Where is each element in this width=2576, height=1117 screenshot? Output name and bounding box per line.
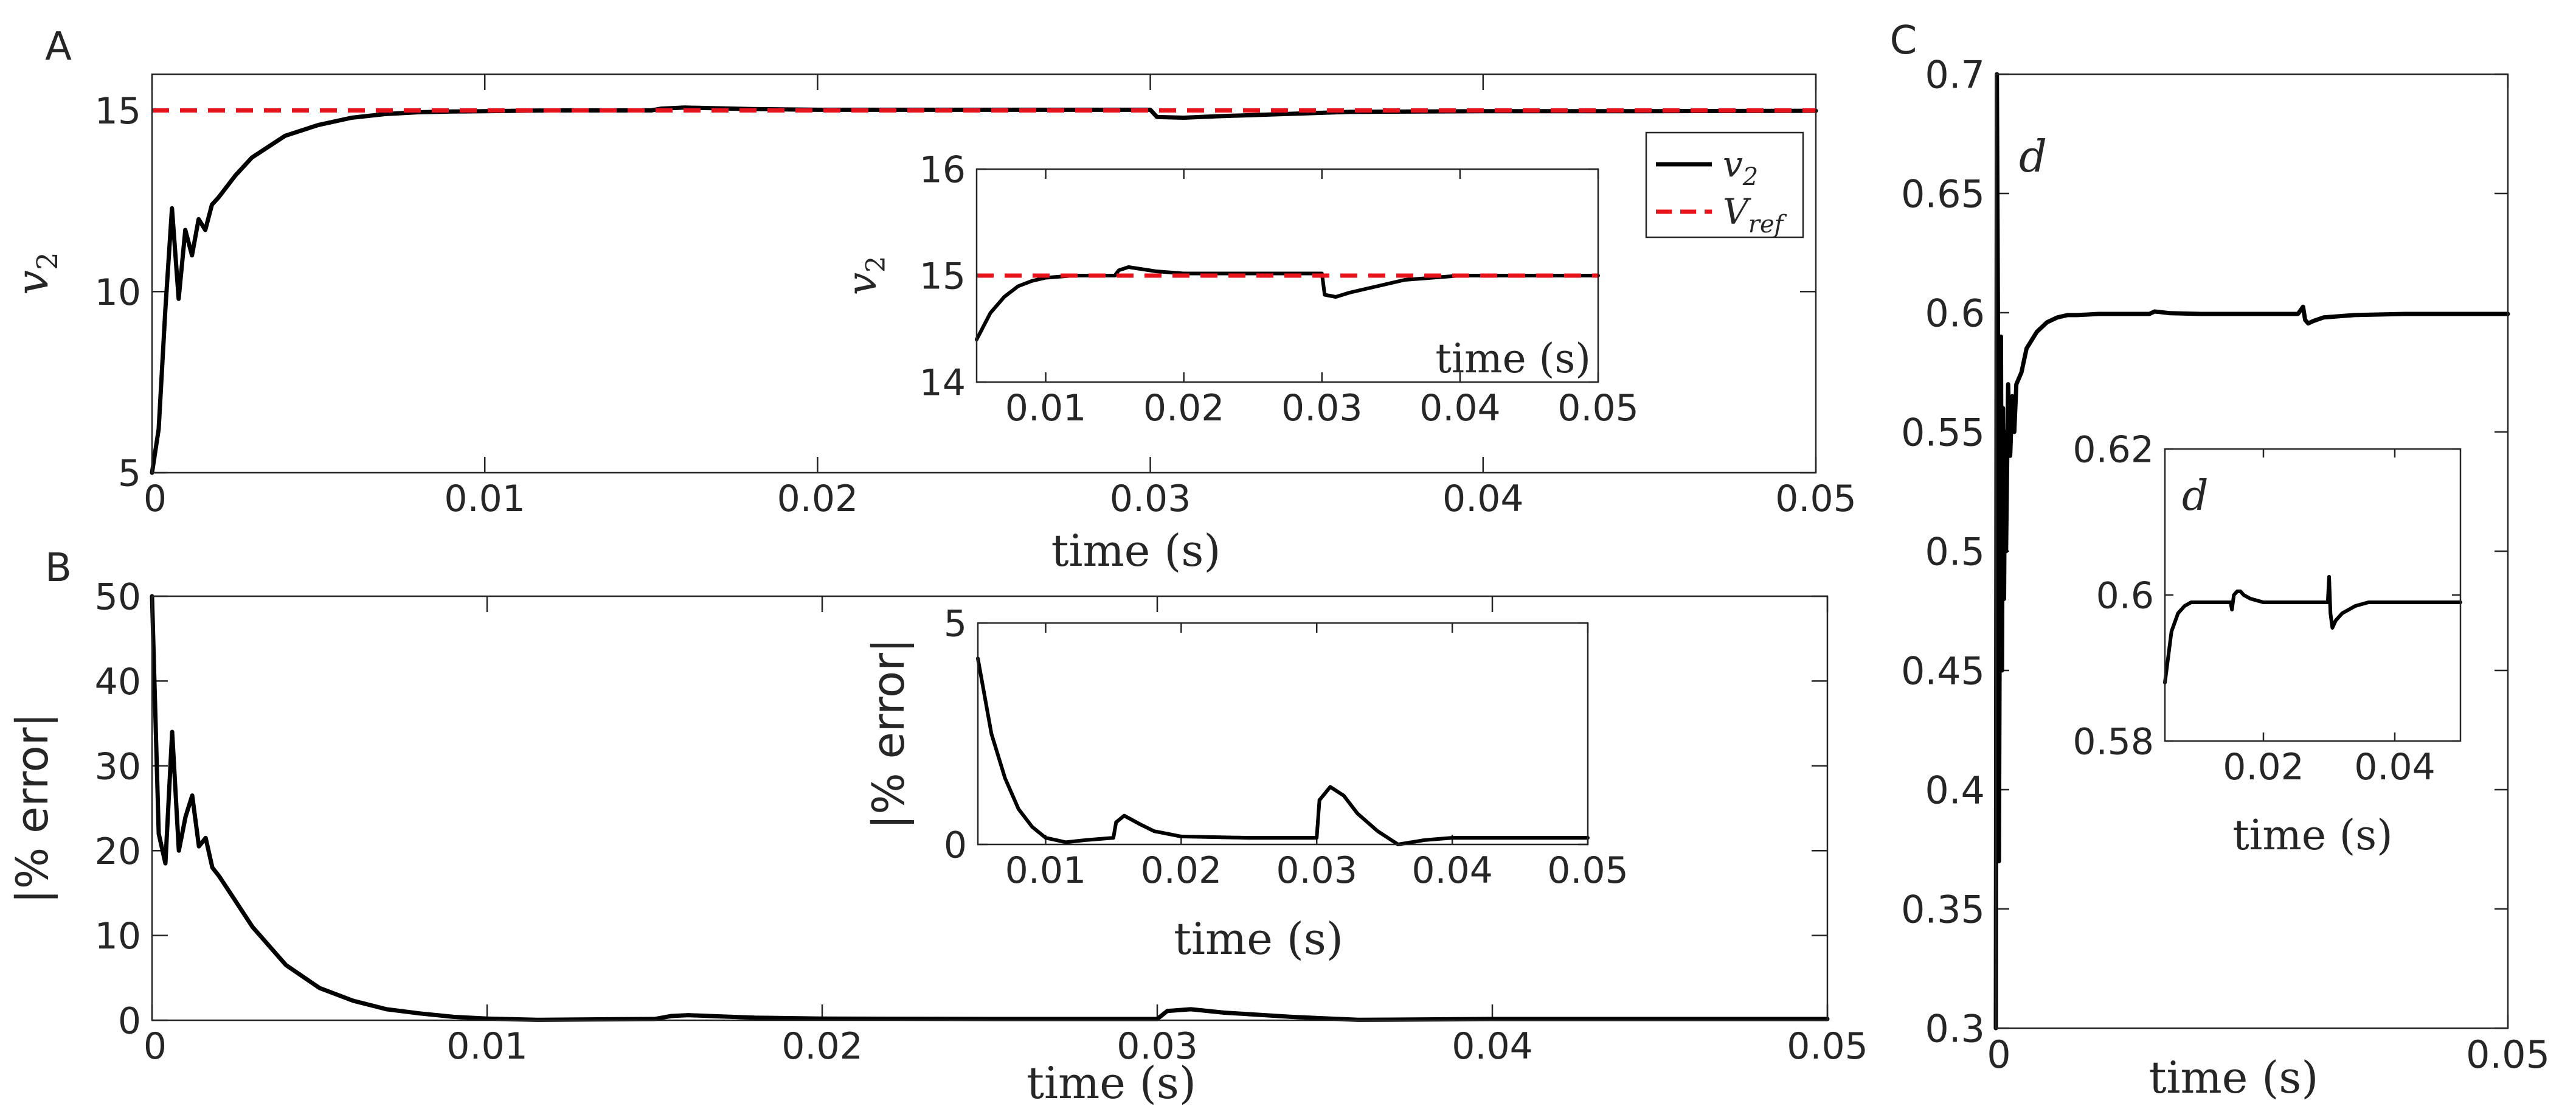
x-axis-label: time (s) [1027,1057,1196,1108]
y-tick-label: 5 [118,453,141,495]
y-tick-label: 0.55 [1901,410,1985,454]
y-tick-label: 0.58 [2072,721,2154,764]
y-axis-label-main: v [7,270,58,295]
legend-box [1645,131,1804,238]
x-tick-label: 0.05 [1775,478,1857,520]
y-tick-label: 10 [95,915,141,958]
y-axis-label: v2 [839,256,892,296]
y-tick-label: 0.7 [1925,52,1985,97]
y-axis-label: d [2019,131,2047,182]
y-tick-label: 14 [919,362,966,405]
x-tick-label: 0.03 [1281,387,1363,430]
y-tick-label: 50 [95,576,141,619]
series-line-d [2163,575,2462,684]
axes-frame [151,595,1829,1021]
chart-b-inset: 0.01 0.02 0.03 0.04 0.05 0 5 time (s) |% error| [863,603,1629,964]
chart-c-inset: 0.02 0.04 0.58 0.6 0.62 time (s) d [2072,429,2462,860]
y-tick-label: 30 [95,745,141,788]
x-tick-label: 0.04 [1452,1025,1533,1068]
y-axis-label: d [2182,472,2209,520]
legend-entry: v2 [1723,144,1758,191]
y-tick-label: 0.62 [2072,429,2154,472]
legend-entry: Vref [1723,191,1787,238]
axes-frame [2164,448,2462,742]
series-line-v2 [150,105,1818,475]
x-tick-label: 0.01 [1005,849,1087,892]
x-tick-label: 0.04 [1442,478,1524,520]
series-line-error [976,656,1590,846]
legend-entry-sub: 2 [1742,163,1758,191]
axes-frame [1995,73,2509,1029]
y-tick-label: 15 [919,256,966,298]
chart-a-inset: 0.01 0.02 0.03 0.04 0.05 14 15 16 time (s) v2 [839,149,1639,430]
y-axis-label: v2 [7,252,64,294]
y-axis-label-sub: 2 [861,256,892,273]
x-axis-label: time (s) [1174,913,1343,964]
x-axis-label: time (s) [2149,1052,2319,1103]
x-tick-label: 0.02 [2223,746,2304,788]
x-tick-label: 0.05 [1547,849,1629,892]
y-tick-label: 0.4 [1925,768,1985,812]
x-axis-label: time (s) [1051,525,1221,576]
y-axis-label: |% error| [7,712,58,903]
x-tick-label: 0.01 [444,478,525,520]
x-tick-label: 0.01 [446,1025,528,1068]
x-tick-label: 0.04 [1411,849,1493,892]
series-line-d [1993,72,2510,1031]
y-tick-label: 0.6 [2096,575,2154,618]
y-tick-label: 0 [118,1000,141,1043]
x-tick-label: 0.03 [1117,1025,1198,1068]
legend-entry-main: V [1723,191,1751,232]
y-tick-label: 0.3 [1925,1006,1985,1051]
y-tick-label: 10 [95,271,141,314]
y-tick-label: 0.35 [1901,887,1985,931]
y-tick-label: 15 [95,90,141,133]
x-tick-label: 0.05 [2466,1032,2550,1077]
x-tick-label: 0.05 [1787,1025,1868,1068]
axes-frame [977,622,1589,846]
axes-frame [975,168,1599,383]
x-tick-label: 0 [1987,1032,2010,1077]
x-tick-label: 0.04 [2354,746,2436,788]
plot-area [978,623,1588,844]
y-tick-label: 0.65 [1901,172,1985,216]
legend-entry-sub: ref [1748,211,1787,238]
y-axis-label-main: v [839,273,885,295]
x-tick-label: 0.05 [1557,387,1639,430]
plot-area [2165,449,2460,741]
x-axis-label: time (s) [2232,812,2392,860]
y-tick-label: 0.6 [1925,291,1985,335]
x-tick-label: 0.02 [1141,849,1222,892]
x-tick-label: 0.02 [781,1025,863,1068]
y-tick-label: 0 [944,824,967,867]
x-tick-label: 0.03 [1276,849,1357,892]
legend-entry-main: v [1723,144,1743,185]
x-tick-label: 0.03 [1110,478,1191,520]
x-tick-label: 0.02 [777,478,859,520]
y-tick-label: 20 [95,830,141,873]
x-tick-label: 0 [144,478,167,520]
x-tick-label: 0.04 [1419,387,1501,430]
x-tick-label: 0.01 [1005,387,1087,430]
axes-frame [151,73,1817,474]
y-axis-label-sub: 2 [32,252,64,270]
x-axis-label: time (s) [1435,335,1591,382]
panel-label-a: A [45,24,72,69]
series-line-v2 [975,265,1600,341]
y-tick-label: 0.45 [1901,649,1985,693]
x-tick-label: 0 [144,1025,167,1068]
y-tick-label: 5 [944,603,967,645]
y-tick-label: 0.5 [1925,529,1985,574]
x-tick-label: 0.02 [1143,387,1225,430]
series-line-error [150,594,1830,1022]
y-axis-label: |% error| [863,638,915,829]
y-tick-label: 16 [919,149,966,192]
panel-label-b: B [45,546,72,591]
y-tick-label: 40 [95,661,141,703]
panel-label-c: C [1890,18,1917,63]
